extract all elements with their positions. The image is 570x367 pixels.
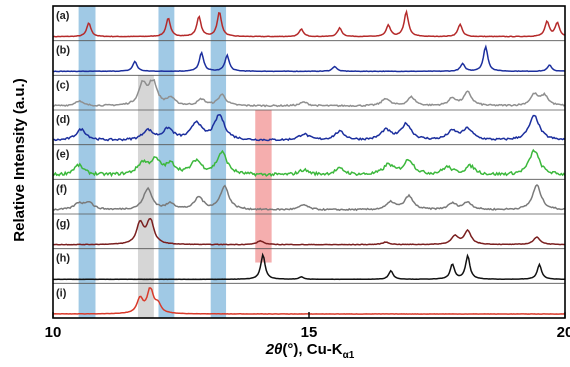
series-label: (a) (56, 10, 70, 22)
x-axis-label-prefix: 2 (265, 341, 275, 358)
x-tick-label: 15 (301, 324, 318, 341)
x-axis-label: 2θ(°), Cu-Kα1 (265, 341, 355, 361)
panel-1: (b) (52, 40, 566, 73)
series-label: (c) (56, 79, 70, 91)
series-label: (e) (56, 149, 70, 161)
y-axis-label: Relative Intensity (a.u.) (11, 78, 28, 241)
highlight-band (255, 110, 272, 263)
series-line (52, 148, 566, 178)
series-label: (g) (56, 218, 70, 230)
highlight-band (137, 75, 154, 318)
series-line (52, 78, 566, 108)
x-axis-label-sub: α1 (343, 350, 355, 361)
series-line (52, 114, 566, 142)
series-label: (b) (56, 45, 70, 57)
series-line (52, 287, 566, 315)
series-label: (f) (56, 183, 67, 195)
x-tick-label: 10 (45, 324, 62, 341)
stacked-panels: (a) (b) (c) (d) (e) (f) (g) (h) (i) (52, 9, 566, 315)
series-line (52, 184, 566, 212)
series-line (52, 44, 566, 73)
panel-8: (i) (52, 282, 566, 315)
series-line (52, 217, 566, 246)
panel-0: (a) (52, 9, 566, 38)
highlight-bands (78, 6, 272, 318)
series-line (53, 252, 566, 281)
panel-3: (d) (52, 109, 566, 142)
x-tick-label: 20 (557, 324, 570, 341)
highlight-band (210, 6, 227, 318)
x-axis-label-theta: θ (274, 341, 283, 358)
panel-2: (c) (52, 74, 566, 108)
series-label: (h) (56, 253, 70, 265)
highlight-band (78, 6, 96, 318)
x-axis-label-rest: (°), Cu-K (282, 341, 342, 358)
series-label: (i) (56, 287, 67, 299)
series-label: (d) (56, 114, 70, 126)
panel-6: (g) (52, 213, 566, 246)
x-axis-ticks: 10 15 20 (45, 312, 570, 341)
series-line (52, 9, 566, 38)
panel-5: (f) (52, 178, 566, 212)
plot-frame (52, 5, 566, 319)
panel-4: (e) (52, 144, 566, 178)
panel-7: (h) (53, 248, 566, 281)
